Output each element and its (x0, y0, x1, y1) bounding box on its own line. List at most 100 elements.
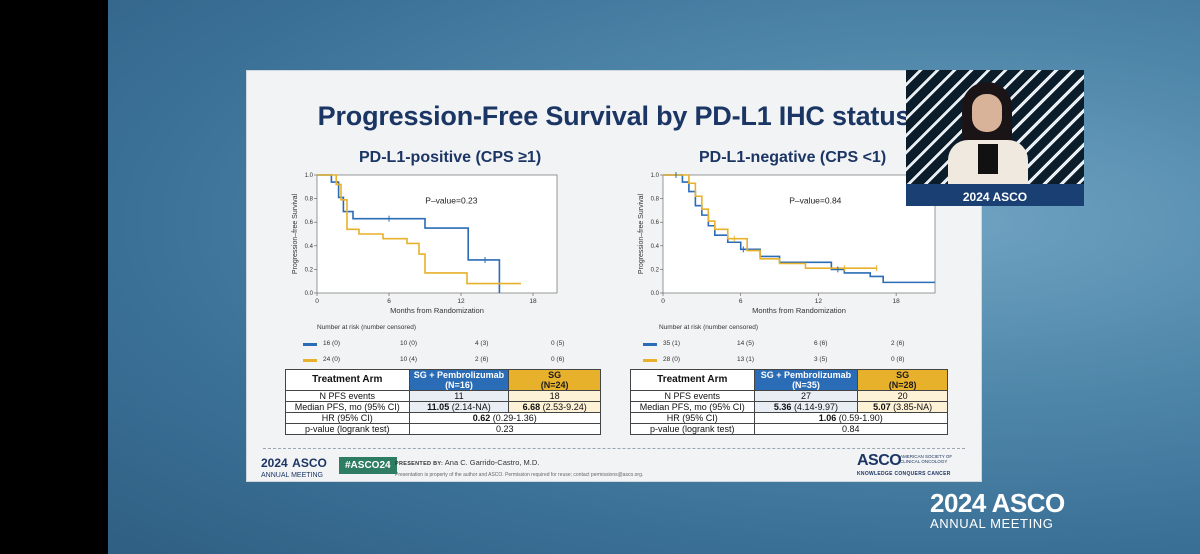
left-results-table: Treatment Arm SG + Pembrolizumab (N=16) … (285, 369, 602, 435)
cell-value: 27 (753, 390, 859, 402)
series-swatch (643, 359, 657, 362)
hr-ci: (0.29-1.36) (490, 413, 537, 423)
median-value: 6.68 (522, 402, 541, 412)
series-swatch (303, 343, 317, 346)
y-tick-label: 1.0 (305, 173, 314, 179)
podium (906, 184, 1084, 206)
table-header-sg-pembro: SG + Pembrolizumab (N=16) (408, 369, 510, 391)
risk-value: 13 (1) (737, 356, 754, 363)
y-tick-label: 0.2 (651, 267, 660, 273)
logo-annual-meeting: ANNUAL MEETING (261, 472, 323, 479)
header-line: (N=24) (540, 380, 569, 390)
presenter-name: Ana C. Garrido-Castro, M.D. (444, 458, 540, 467)
risk-value: 10 (0) (400, 340, 417, 347)
table-row: N PFS events 27 20 (630, 390, 948, 402)
risk-value: 0 (6) (551, 356, 565, 363)
hr-ci: (0.59-1.90) (836, 413, 883, 423)
y-tick-label: 0.4 (305, 244, 314, 250)
cell-value: 11.05 (2.14-NA) (408, 401, 510, 413)
table-header-arm: Treatment Arm (630, 369, 755, 391)
left-risk-row-sgp: 16 (0) 10 (0) 4 (3) 0 (5) (303, 340, 593, 350)
risk-value: 2 (6) (475, 356, 489, 363)
logo-asco: ASCO (292, 456, 327, 470)
cell-value: 11 (408, 390, 510, 402)
table-header-arm: Treatment Arm (285, 369, 410, 391)
risk-value: 0 (8) (891, 356, 905, 363)
broadcast-logo: 2024 ASCO ANNUAL MEETING (930, 488, 1065, 531)
x-tick-label: 6 (739, 298, 743, 305)
p-value-annotation: P–value=0.23 (425, 195, 477, 205)
x-tick-label: 18 (529, 298, 537, 305)
cell-value: 5.07 (3.85-NA) (857, 401, 948, 413)
p-value-cell: 0.84 (753, 423, 949, 435)
speaker-face (972, 94, 1002, 132)
header-line: (N=16) (445, 380, 473, 390)
asco-wordmark: ASCO (857, 452, 902, 469)
p-value-annotation: P–value=0.84 (789, 195, 841, 205)
series-swatch (643, 343, 657, 346)
header-line: SG (896, 370, 910, 380)
median-value: 5.36 (773, 402, 792, 412)
header-line: SG (548, 370, 562, 380)
plot-area (662, 174, 936, 294)
risk-value: 35 (1) (663, 340, 680, 347)
speaker-video: 2024 ASCO (906, 70, 1084, 206)
table-row: Median PFS, mo (95% CI) 5.36 (4.14-9.97)… (630, 401, 948, 413)
left-risk-row-sg: 24 (0) 10 (4) 2 (6) 0 (6) (303, 356, 593, 366)
series-swatch (303, 359, 317, 362)
row-label: p-value (logrank test) (630, 423, 755, 435)
video-stage: Progression-Free Survival by PD-L1 IHC s… (108, 0, 1200, 554)
hr-value: 0.62 (472, 413, 491, 423)
x-tick-label: 0 (661, 298, 665, 305)
hr-value: 1.06 (818, 413, 837, 423)
meeting-logo: 2024 ASCO ANNUAL MEETING (261, 454, 327, 480)
ci-value: (3.85-NA) (890, 402, 933, 412)
km-curve-sg (317, 174, 521, 285)
y-axis-label: Progression–free Survival (292, 193, 299, 274)
header-line: (N=35) (792, 380, 820, 390)
table-row: HR (95% CI) 0.62 (0.29-1.36) (285, 412, 602, 424)
table-row: N PFS events 11 18 (285, 390, 601, 402)
table-header-sg: SG (N=24) (508, 369, 601, 391)
slide-title: Progression-Free Survival by PD-L1 IHC s… (317, 101, 911, 131)
y-tick-label: 0.8 (305, 197, 314, 203)
presenter-credit: PRESENTED BY: Ana C. Garrido-Castro, M.D… (395, 458, 643, 478)
y-tick-label: 0.8 (651, 197, 660, 203)
table-row: p-value (logrank test) 0.23 (285, 423, 602, 435)
logo-year: 2024 (261, 456, 288, 470)
left-risk-header: Number at risk (number censored) (317, 324, 416, 331)
x-tick-label: 12 (815, 298, 823, 305)
x-tick-label: 12 (457, 298, 465, 305)
header-line: SG + Pembrolizumab (760, 370, 852, 380)
right-panel-title: PD-L1-negative (CPS <1) (699, 149, 887, 166)
x-axis-label: Months from Randomization (390, 306, 484, 315)
table-row: Median PFS, mo (95% CI) 11.05 (2.14-NA) … (285, 401, 601, 413)
risk-value: 14 (5) (737, 340, 754, 347)
row-label: p-value (logrank test) (285, 423, 410, 435)
right-results-table: Treatment Arm SG + Pembrolizumab (N=35) … (630, 369, 949, 435)
tagline: KNOWLEDGE CONQUERS CANCER (857, 471, 951, 477)
risk-value: 3 (5) (814, 356, 828, 363)
header-line: (N=28) (888, 380, 917, 390)
risk-value: 16 (0) (323, 340, 340, 347)
ci-value: (2.14-NA) (449, 402, 491, 412)
podium-logo: 2024 ASCO (962, 190, 1028, 204)
speaker-top (978, 144, 998, 174)
right-risk-header: Number at risk (number censored) (659, 324, 758, 331)
footer-divider (263, 448, 965, 449)
y-tick-label: 0.0 (305, 291, 314, 297)
y-tick-label: 1.0 (651, 173, 660, 179)
y-axis-label: Progression–free Survival (638, 193, 645, 274)
risk-value: 0 (5) (551, 340, 565, 347)
row-label: N PFS events (630, 390, 755, 402)
right-risk-row-sgp: 35 (1) 14 (5) 6 (6) 2 (6) (643, 340, 943, 350)
copyright-note: Presentation is property of the author a… (395, 472, 644, 478)
risk-value: 24 (0) (323, 356, 340, 363)
header-line: SG + Pembrolizumab (413, 370, 505, 380)
x-tick-label: 18 (893, 298, 901, 305)
hr-cell: 1.06 (0.59-1.90) (753, 412, 949, 424)
median-value: 5.07 (873, 402, 891, 412)
cell-value: 5.36 (4.14-9.97) (753, 401, 859, 413)
risk-value: 28 (0) (663, 356, 680, 363)
risk-value: 6 (6) (814, 340, 828, 347)
